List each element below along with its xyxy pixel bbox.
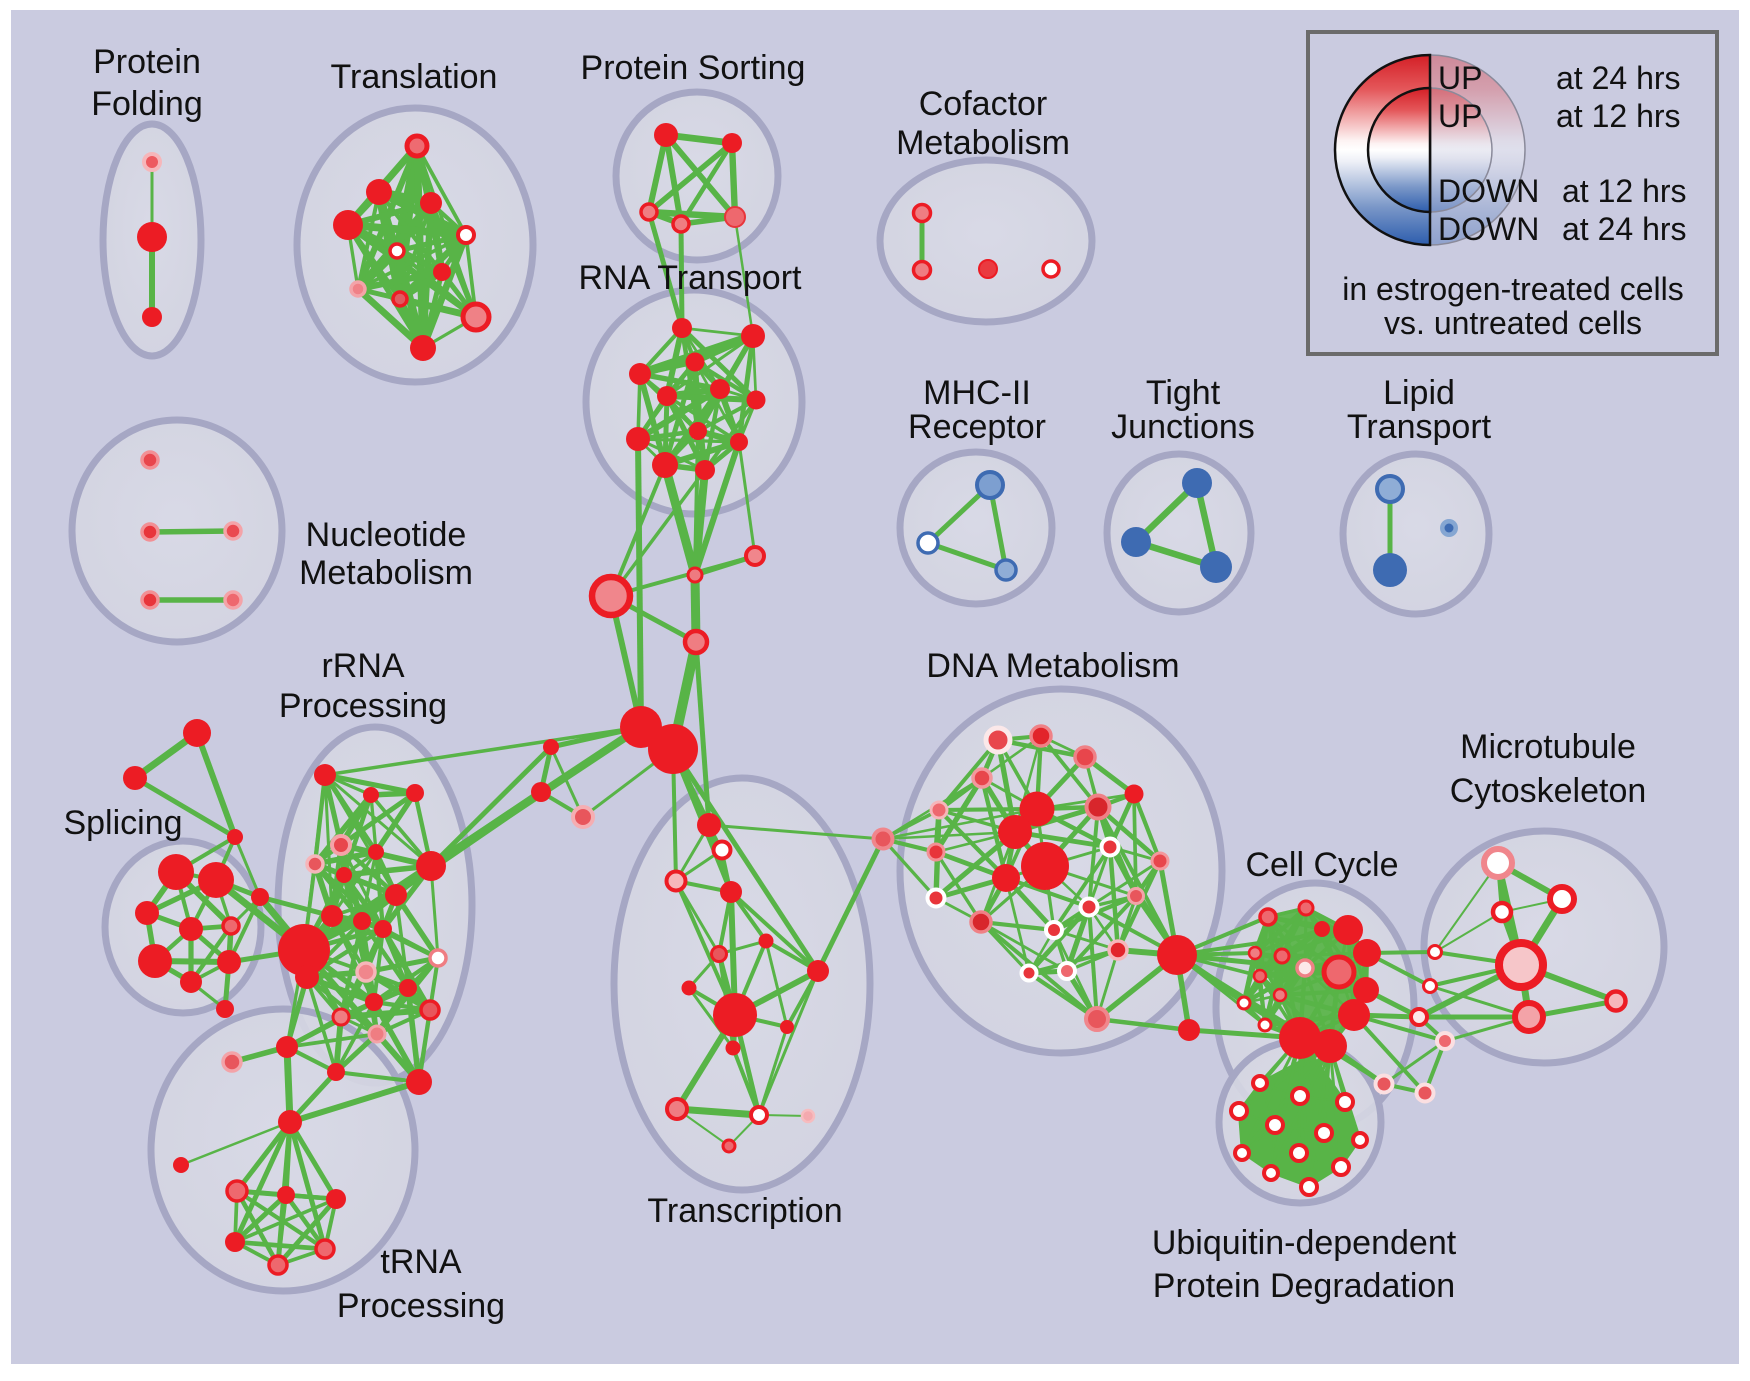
svg-text:Metabolism: Metabolism bbox=[896, 124, 1070, 162]
svg-text:Splicing: Splicing bbox=[63, 804, 182, 842]
svg-text:Folding: Folding bbox=[91, 85, 203, 123]
svg-text:Protein Degradation: Protein Degradation bbox=[1153, 1267, 1455, 1305]
svg-text:DNA Metabolism: DNA Metabolism bbox=[926, 647, 1179, 685]
svg-text:Ubiquitin-dependent: Ubiquitin-dependent bbox=[1152, 1224, 1457, 1262]
svg-text:Protein: Protein bbox=[93, 43, 201, 81]
svg-text:DOWN: DOWN bbox=[1438, 173, 1539, 209]
svg-text:Translation: Translation bbox=[331, 58, 498, 96]
svg-text:rRNA: rRNA bbox=[321, 647, 404, 685]
svg-text:Metabolism: Metabolism bbox=[299, 554, 473, 592]
svg-text:Receptor: Receptor bbox=[908, 408, 1046, 446]
svg-text:Microtubule: Microtubule bbox=[1460, 728, 1636, 766]
svg-text:Protein Sorting: Protein Sorting bbox=[581, 49, 806, 87]
svg-text:Transcription: Transcription bbox=[647, 1192, 842, 1230]
svg-text:Nucleotide: Nucleotide bbox=[306, 516, 467, 554]
svg-text:Processing: Processing bbox=[337, 1287, 505, 1325]
svg-text:Cell Cycle: Cell Cycle bbox=[1245, 846, 1398, 884]
svg-text:Cofactor: Cofactor bbox=[919, 85, 1048, 123]
svg-text:DOWN: DOWN bbox=[1438, 211, 1539, 247]
svg-text:Tight: Tight bbox=[1146, 374, 1221, 412]
svg-text:Transport: Transport bbox=[1347, 408, 1492, 446]
svg-text:in estrogen-treated cells: in estrogen-treated cells bbox=[1342, 271, 1684, 307]
svg-text:Junctions: Junctions bbox=[1111, 408, 1255, 446]
svg-text:Processing: Processing bbox=[279, 687, 447, 725]
svg-text:Lipid: Lipid bbox=[1383, 374, 1455, 412]
svg-text:at 24 hrs: at 24 hrs bbox=[1556, 60, 1681, 96]
svg-text:at 24 hrs: at 24 hrs bbox=[1562, 211, 1687, 247]
svg-text:at 12 hrs: at 12 hrs bbox=[1556, 98, 1681, 134]
svg-text:MHC-II: MHC-II bbox=[923, 374, 1031, 412]
svg-text:UP: UP bbox=[1438, 98, 1482, 134]
svg-text:RNA Transport: RNA Transport bbox=[579, 259, 803, 297]
svg-text:vs. untreated cells: vs. untreated cells bbox=[1384, 305, 1642, 341]
svg-text:Cytoskeleton: Cytoskeleton bbox=[1450, 772, 1647, 810]
svg-text:UP: UP bbox=[1438, 60, 1482, 96]
svg-text:tRNA: tRNA bbox=[380, 1243, 462, 1281]
svg-text:at 12 hrs: at 12 hrs bbox=[1562, 173, 1687, 209]
